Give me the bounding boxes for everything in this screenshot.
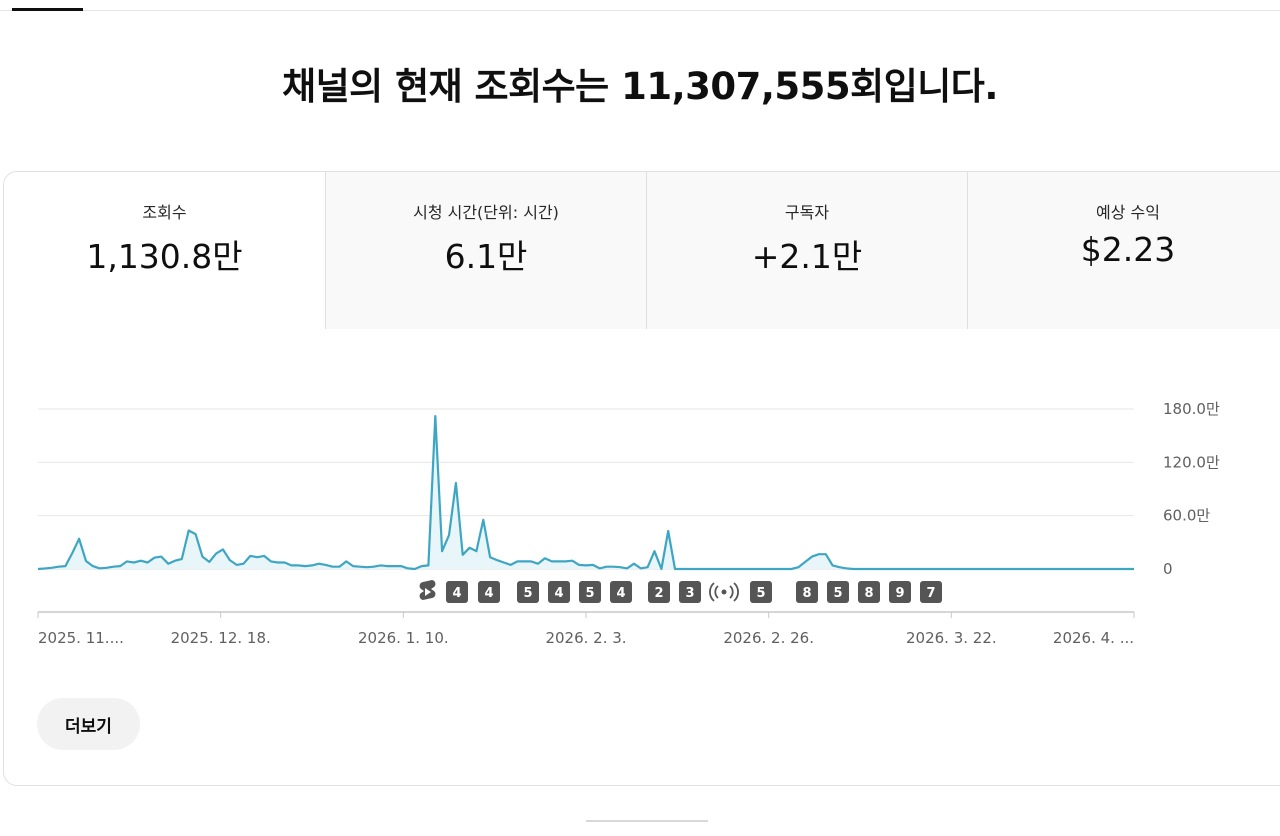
video-marker-count: 2 (654, 586, 663, 601)
video-marker-count: 4 (616, 586, 625, 601)
active-tab-indicator (12, 8, 83, 11)
metrics-tabs: 조회수 1,130.8만 시청 시간(단위: 시간) 6.1만 구독자 +2.1… (4, 172, 1280, 329)
metric-value: 1,130.8만 (86, 237, 243, 276)
video-marker-count: 8 (864, 586, 873, 601)
video-marker-badge (478, 581, 500, 603)
video-marker-badge (920, 581, 942, 603)
x-tick-label: 2026. 2. 26. (723, 629, 814, 647)
video-marker-badge (579, 581, 601, 603)
metric-tab-views[interactable]: 조회수 1,130.8만 (4, 172, 325, 329)
x-tick-label: 2026. 3. 22. (906, 629, 997, 647)
top-divider (0, 10, 1280, 11)
page-headline: 채널의 현재 조회수는 11,307,555회입니다. (282, 65, 998, 108)
views-chart: 0 60.0만 120.0만 180.0만 2025. 11.... 2025. 12. … (37, 400, 1220, 647)
video-marker-badge (446, 581, 468, 603)
video-marker-badge (750, 581, 772, 603)
metric-label: 예상 수익 (1096, 203, 1160, 222)
video-marker-count: 7 (926, 586, 935, 601)
video-marker-badge (858, 581, 880, 603)
video-marker-badge (827, 581, 849, 603)
video-marker-count: 5 (523, 586, 532, 601)
video-marker-count: 4 (484, 586, 493, 601)
video-marker-badge (517, 581, 539, 603)
video-marker-count: 3 (685, 586, 694, 601)
video-marker-badge (548, 581, 570, 603)
video-marker-count: 8 (802, 586, 811, 601)
video-marker-badge (679, 581, 701, 603)
video-marker-count: 5 (833, 586, 842, 601)
video-marker-badge (796, 581, 818, 603)
analytics-card: 조회수 1,130.8만 시청 시간(단위: 시간) 6.1만 구독자 +2.1… (3, 171, 1280, 786)
video-marker-badge (648, 581, 670, 603)
x-tick-label: 2026. 2. 3. (545, 629, 626, 647)
y-tick-label: 180.0만 (1163, 400, 1220, 418)
live-icon (721, 589, 727, 595)
y-tick-label: 120.0만 (1163, 453, 1220, 471)
more-button[interactable]: 더보기 (37, 698, 140, 750)
x-tick-label: 2026. 1. 10. (358, 629, 449, 647)
x-tick-label: 2025. 11.... (38, 629, 124, 647)
live-waves-outer (709, 582, 739, 602)
video-marker-count: 5 (585, 586, 594, 601)
y-tick-label: 60.0만 (1163, 507, 1210, 525)
video-marker-count: 5 (756, 586, 765, 601)
video-marker-badge (889, 581, 911, 603)
metric-label: 구독자 (784, 203, 830, 222)
bottom-tab-indicator (586, 820, 708, 822)
shorts-play-icon (425, 588, 431, 596)
live-waves-inner (714, 585, 734, 599)
metric-tab-subscribers[interactable]: 구독자 +2.1만 (646, 172, 967, 329)
metric-tab-revenue[interactable]: 예상 수익 $2.23 (967, 172, 1280, 329)
x-tick-label: 2025. 12. 18. (171, 629, 271, 647)
video-marker-count: 9 (895, 586, 904, 601)
video-marker-count: 4 (554, 586, 563, 601)
y-tick-label: 0 (1163, 560, 1173, 578)
metric-value: 6.1만 (444, 237, 528, 276)
metric-tab-watch-time[interactable]: 시청 시간(단위: 시간) 6.1만 (325, 172, 646, 329)
metric-label: 시청 시간(단위: 시간) (413, 203, 559, 222)
video-marker-count: 4 (452, 586, 461, 601)
metric-value: $2.23 (1080, 230, 1176, 269)
video-marker-badge (610, 581, 632, 603)
metric-label: 조회수 (142, 203, 187, 222)
series-line (37, 415, 1134, 571)
metric-value: +2.1만 (751, 237, 863, 276)
series-area (38, 416, 1134, 569)
x-tick-label: 2026. 4. ... (1053, 629, 1134, 647)
